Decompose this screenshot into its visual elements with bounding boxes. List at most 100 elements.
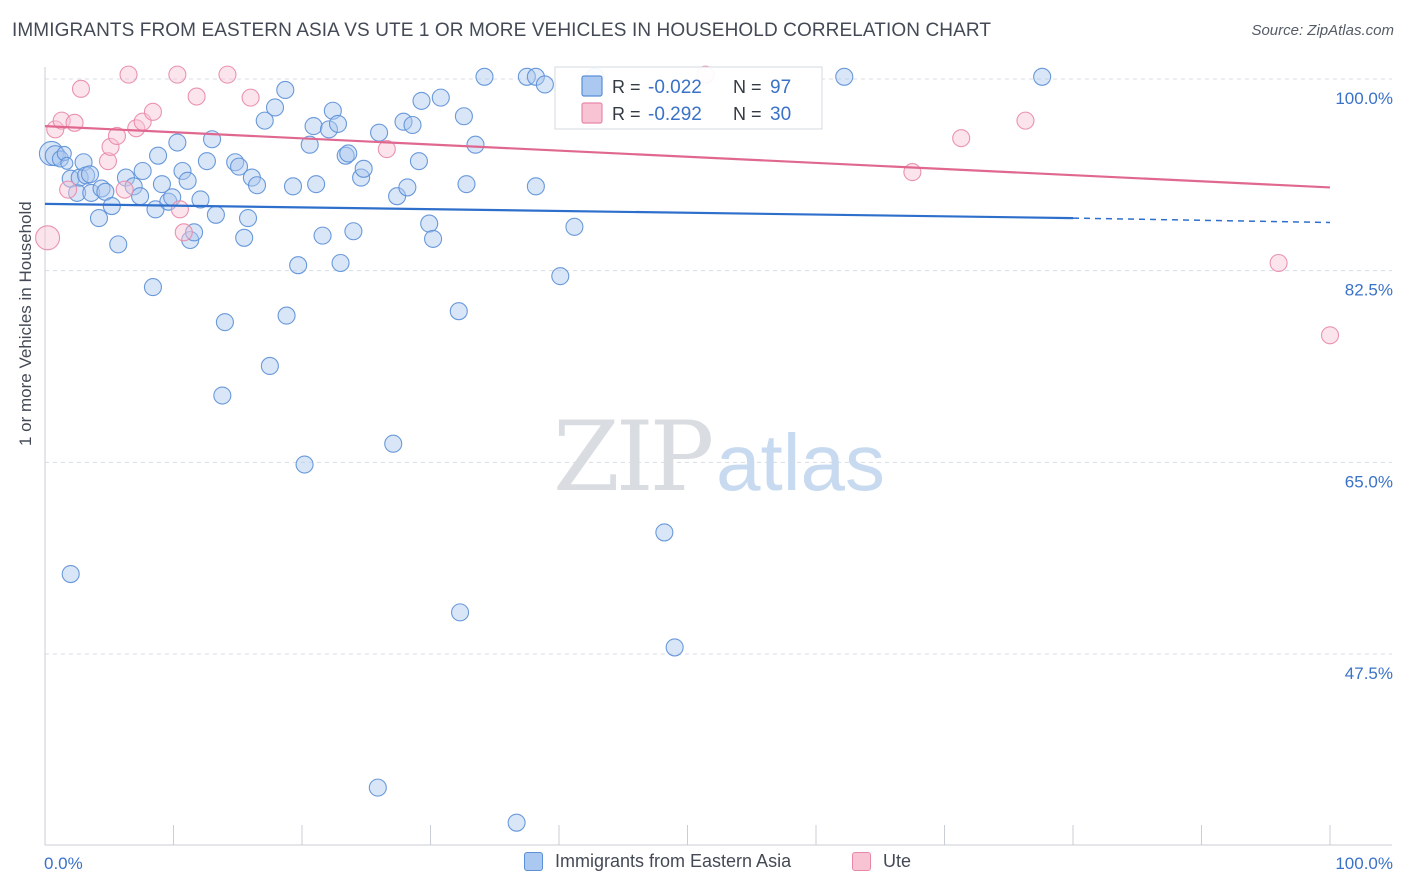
data-point-eastern-asia [213,386,232,405]
data-point-eastern-asia [102,196,121,216]
data-point-eastern-asia [457,175,476,194]
series-eastern-asia [38,67,1052,832]
y-tick-label: 47.5% [1345,664,1393,683]
data-point-eastern-asia [276,80,295,100]
data-point-eastern-asia [131,187,150,206]
data-point-eastern-asia [235,228,254,247]
data-point-eastern-asia [535,75,554,94]
data-point-eastern-asia [398,178,417,197]
data-point-ute [1016,111,1035,130]
data-point-ute [107,126,127,146]
data-point-eastern-asia [313,226,332,245]
series-ute [35,65,1340,345]
watermark: ZIP atlas [553,401,885,513]
data-point-ute [218,65,237,84]
data-point-eastern-asia [206,205,225,224]
data-point-eastern-asia [1033,67,1052,86]
legend-label-ute: Ute [883,851,912,871]
data-point-eastern-asia [307,175,326,194]
data-point-eastern-asia [370,123,389,142]
trend-lines [44,124,1331,224]
data-point-ute [143,102,162,121]
y-tick-label: 100.0% [1335,89,1393,108]
data-point-eastern-asia [454,107,473,126]
data-point-ute [59,180,78,199]
data-point-eastern-asia [295,455,314,474]
legend-n-value: 97 [770,77,791,98]
data-point-eastern-asia [384,434,403,453]
y-tick-label: 82.5% [1345,281,1393,300]
x-tick-label-max: 100.0% [1335,854,1393,873]
data-point-eastern-asia [229,157,249,176]
legend-top: R = -0.022 N = 97 R = -0.292 N = 30 [554,66,823,130]
data-point-eastern-asia [289,256,308,275]
data-point-eastern-asia [409,152,428,171]
data-point-ute [101,137,120,156]
source-label: Source: ZipAtlas.com [1251,22,1394,39]
data-point-eastern-asia [109,235,128,254]
data-point-eastern-asia [336,146,355,165]
data-point-eastern-asia [466,135,485,154]
trend-line-eastern-asia-extension [1072,217,1331,224]
data-point-eastern-asia [344,222,363,241]
data-point-eastern-asia [197,152,216,171]
data-point-eastern-asia [835,67,854,86]
data-point-eastern-asia [149,146,168,165]
data-point-ute [174,223,193,242]
data-point-eastern-asia [185,223,204,242]
data-point-eastern-asia [260,356,279,376]
data-point-ute [170,200,189,219]
legend-r-value: -0.292 [648,104,702,125]
data-point-eastern-asia [277,306,296,325]
data-point-eastern-asia [191,190,210,209]
legend-swatch-pink [852,852,871,871]
data-point-eastern-asia [300,135,319,154]
legend-item-ute[interactable]: Ute [852,851,911,872]
data-point-eastern-asia [551,267,570,286]
data-point-eastern-asia [565,217,584,236]
legend-swatch-blue [524,852,543,871]
data-point-eastern-asia [328,114,348,133]
data-point-ute [119,65,138,84]
data-point-ute [1320,326,1340,345]
legend-n-label: N = [733,77,762,97]
data-point-eastern-asia [173,161,192,181]
data-point-ute [187,87,206,106]
data-point-eastern-asia [655,523,674,542]
data-point-eastern-asia [61,564,80,584]
data-point-ute [952,129,971,148]
legend-bottom: Immigrants from Eastern Asia Ute [0,851,1406,877]
data-point-ute [168,65,187,84]
data-point-eastern-asia [80,165,100,184]
legend-r-value: -0.022 [648,77,702,98]
axes [44,67,1392,846]
watermark-zip: ZIP [553,401,712,513]
data-point-eastern-asia [168,133,187,152]
legend-swatch-pink [581,102,603,124]
data-point-eastern-asia [420,214,439,233]
data-point-eastern-asia [451,603,470,622]
legend-n-value: 30 [770,104,791,125]
data-point-ute [1269,253,1288,273]
y-tick-label: 65.0% [1345,472,1393,491]
data-point-eastern-asia [368,778,387,797]
data-point-ute [241,88,260,107]
data-point-eastern-asia [526,177,545,196]
data-point-ute [71,79,91,98]
data-point-ute [35,225,61,251]
legend-item-eastern-asia[interactable]: Immigrants from Eastern Asia [524,851,791,872]
data-point-eastern-asia [265,98,285,117]
data-point-eastern-asia [424,229,443,248]
data-point-eastern-asia [255,111,274,130]
data-point-eastern-asia [89,209,109,228]
data-point-ute [115,180,134,199]
data-point-eastern-asia [507,813,526,832]
data-point-ute [377,140,396,159]
tick-labels: 100.0% 82.5% 65.0% 47.5% 0.0% 100.0% [44,89,1393,873]
data-point-eastern-asia [283,177,303,196]
data-point-eastern-asia [431,88,450,107]
data-point-eastern-asia [304,117,323,136]
data-point-ute [127,119,146,138]
legend-swatch-blue [581,75,603,97]
